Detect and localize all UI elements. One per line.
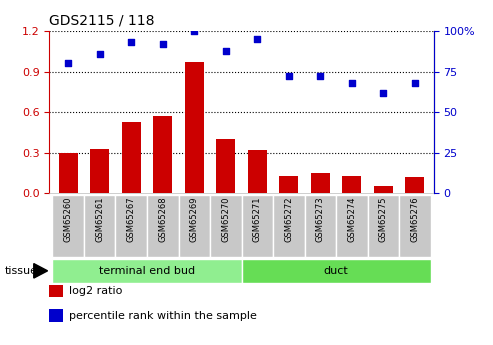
Bar bbox=[185, 62, 204, 193]
Point bbox=[253, 37, 261, 42]
Bar bbox=[311, 173, 330, 193]
Bar bbox=[374, 186, 393, 193]
FancyBboxPatch shape bbox=[399, 195, 431, 257]
FancyBboxPatch shape bbox=[242, 195, 273, 257]
Point bbox=[222, 48, 230, 53]
Bar bbox=[49, 309, 63, 322]
Text: tissue: tissue bbox=[5, 266, 38, 276]
Point bbox=[190, 28, 198, 34]
Text: terminal end bud: terminal end bud bbox=[99, 266, 195, 276]
FancyBboxPatch shape bbox=[52, 195, 84, 257]
Bar bbox=[248, 150, 267, 193]
Bar bbox=[216, 139, 235, 193]
FancyBboxPatch shape bbox=[305, 195, 336, 257]
Text: GSM65273: GSM65273 bbox=[316, 196, 325, 242]
Text: GSM65274: GSM65274 bbox=[348, 196, 356, 242]
Bar bbox=[153, 116, 172, 193]
FancyBboxPatch shape bbox=[147, 195, 178, 257]
Point bbox=[380, 90, 387, 96]
Point bbox=[159, 41, 167, 47]
Text: GSM65269: GSM65269 bbox=[190, 196, 199, 242]
FancyBboxPatch shape bbox=[178, 195, 210, 257]
Text: GSM65261: GSM65261 bbox=[95, 196, 104, 242]
Text: GSM65271: GSM65271 bbox=[253, 196, 262, 242]
Bar bbox=[49, 285, 63, 297]
FancyBboxPatch shape bbox=[52, 259, 242, 283]
Bar bbox=[280, 176, 298, 193]
Point bbox=[317, 74, 324, 79]
Bar bbox=[59, 152, 78, 193]
FancyBboxPatch shape bbox=[210, 195, 242, 257]
Text: log2 ratio: log2 ratio bbox=[69, 286, 122, 296]
Text: GSM65275: GSM65275 bbox=[379, 196, 388, 242]
Text: GSM65267: GSM65267 bbox=[127, 196, 136, 242]
Text: percentile rank within the sample: percentile rank within the sample bbox=[69, 310, 256, 321]
Bar bbox=[343, 176, 361, 193]
Point bbox=[285, 74, 293, 79]
Text: duct: duct bbox=[324, 266, 349, 276]
Bar bbox=[90, 149, 109, 193]
Text: GSM65270: GSM65270 bbox=[221, 196, 230, 242]
Point bbox=[411, 80, 419, 86]
Point bbox=[127, 40, 135, 45]
Point bbox=[348, 80, 356, 86]
Bar bbox=[405, 177, 424, 193]
Point bbox=[64, 61, 72, 66]
FancyBboxPatch shape bbox=[115, 195, 147, 257]
FancyBboxPatch shape bbox=[273, 195, 305, 257]
Text: GDS2115 / 118: GDS2115 / 118 bbox=[49, 13, 155, 27]
FancyBboxPatch shape bbox=[368, 195, 399, 257]
FancyBboxPatch shape bbox=[84, 195, 115, 257]
Bar bbox=[122, 121, 141, 193]
Text: GSM65276: GSM65276 bbox=[411, 196, 420, 242]
Text: GSM65268: GSM65268 bbox=[158, 196, 167, 242]
FancyBboxPatch shape bbox=[336, 195, 368, 257]
Polygon shape bbox=[34, 264, 47, 278]
Text: GSM65260: GSM65260 bbox=[64, 196, 72, 242]
Text: GSM65272: GSM65272 bbox=[284, 196, 293, 242]
Point bbox=[96, 51, 104, 57]
FancyBboxPatch shape bbox=[242, 259, 431, 283]
